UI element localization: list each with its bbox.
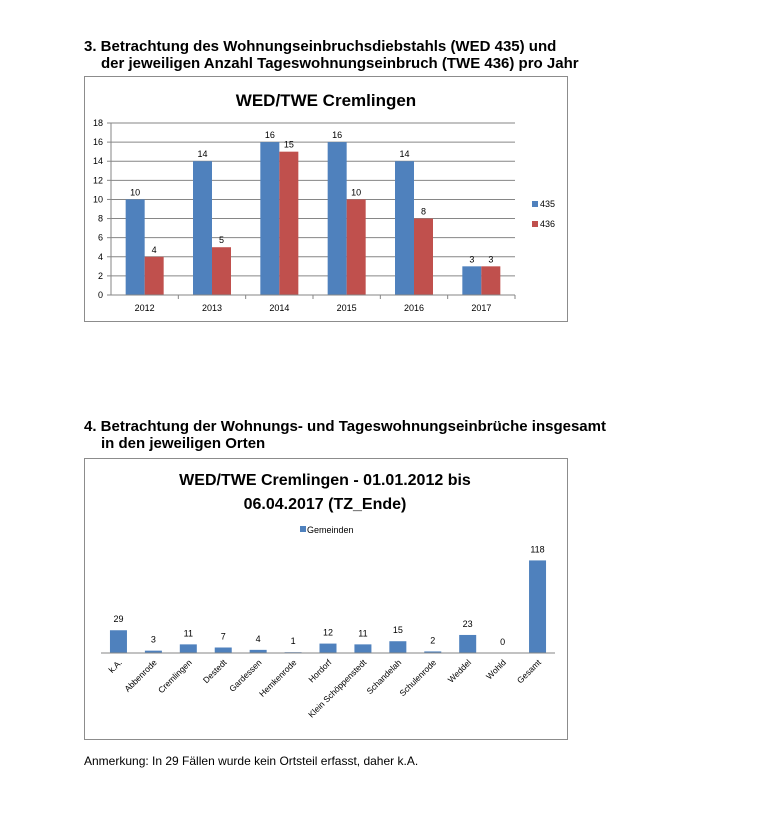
chart-2-data-label: 15 — [393, 625, 403, 635]
chart-2-xtick-label: Klein Schöppenstedt — [306, 657, 369, 720]
chart-2-bar-Gardessen — [249, 649, 267, 653]
chart-1-bar-436-2013 — [212, 247, 231, 295]
chart-1-title: WED/TWE Cremlingen — [236, 91, 416, 110]
chart-2-data-label: 23 — [463, 619, 473, 629]
chart-2-data-label: 0 — [500, 637, 505, 647]
chart-2-bar-Schulenrode — [424, 651, 442, 653]
chart-1-data-label: 14 — [399, 149, 409, 159]
chart-1-legend-swatch — [532, 201, 538, 207]
chart-1-data-label: 16 — [265, 130, 275, 140]
chart-2-data-label: 3 — [151, 635, 156, 645]
chart-1-data-label: 14 — [197, 149, 207, 159]
chart-2-svg: WED/TWE Cremlingen - 01.01.2012 bis 06.0… — [101, 472, 555, 720]
chart-2-title-line1: WED/TWE Cremlingen - 01.01.2012 bis — [179, 472, 471, 489]
chart-1-data-label: 10 — [351, 187, 361, 197]
chart-2-title-line2: 06.04.2017 (TZ_Ende) — [244, 496, 407, 513]
chart-1-bar-435-2013 — [193, 161, 212, 295]
chart-2-legend-label: Gemeinden — [307, 525, 354, 535]
chart-2-xtick-label: Gesamt — [515, 657, 544, 686]
chart-1-data-label: 3 — [469, 254, 474, 264]
chart-1-ytick-label: 2 — [98, 271, 103, 281]
section-4-heading-line1: 4. Betrachtung der Wohnungs- und Tageswo… — [84, 418, 606, 435]
chart-1-bar-435-2017 — [462, 266, 482, 295]
section-3-heading: 3. Betrachtung des Wohnungseinbruchsdieb… — [84, 38, 579, 72]
chart-1-ytick-label: 18 — [93, 118, 103, 128]
chart-1-data-label: 3 — [488, 254, 493, 264]
chart-2-xtick-label: Wohld — [484, 657, 508, 681]
chart-2-bar-Abbenrode — [144, 650, 162, 653]
chart-1-legend-label: 436 — [540, 219, 555, 229]
chart-2-bar-Klein Schöppenstedt — [354, 644, 372, 653]
chart-1-legend-swatch — [532, 221, 538, 227]
section-4-heading-line2: in den jeweiligen Orten — [101, 435, 266, 452]
chart-wed-twe-per-year: WED/TWE Cremlingen 10 4 14 5 16 15 16 10 14 8 3 3 0… — [84, 76, 568, 322]
chart-1-ytick-label: 12 — [93, 175, 103, 185]
chart-2-bar-Schandelah — [389, 641, 407, 653]
chart-1-svg: WED/TWE Cremlingen 10 4 14 5 16 15 16 10 14 8 3 3 0… — [93, 91, 555, 313]
chart-1-bar-435-2016 — [395, 161, 414, 295]
chart-2-bar-k.A. — [109, 630, 127, 653]
footnote: Anmerkung: In 29 Fällen wurde kein Ortst… — [84, 754, 419, 768]
section-3-heading-line2: der jeweiligen Anzahl Tageswohnungseinbr… — [101, 55, 579, 72]
section-4-heading: 4. Betrachtung der Wohnungs- und Tageswo… — [84, 418, 606, 452]
chart-2-data-label: 118 — [530, 544, 544, 554]
chart-1-ytick-label: 8 — [98, 214, 103, 224]
chart-2-xtick-label: Weddel — [446, 657, 473, 684]
chart-1-ytick-label: 4 — [98, 252, 103, 262]
chart-2-xtick-label: Schulenrode — [397, 657, 438, 698]
chart-2-bar-Weddel — [459, 634, 477, 653]
chart-2-xtick-label: Abbenrode — [122, 657, 159, 694]
chart-2-data-label: 12 — [323, 628, 333, 638]
chart-2-data-label: 1 — [291, 636, 296, 646]
chart-1-xtick-label: 2012 — [135, 303, 155, 313]
chart-1-bar-436-2014 — [279, 151, 299, 295]
chart-1-bar-435-2014 — [260, 142, 280, 295]
chart-2-data-label: 7 — [221, 632, 226, 642]
chart-1-data-label: 8 — [421, 207, 426, 217]
chart-2-xtick-label: Hordorf — [306, 657, 334, 685]
chart-2-xtick-label: k.A. — [106, 657, 123, 674]
chart-2-data-label: 11 — [184, 628, 193, 638]
chart-1-bar-435-2015 — [327, 142, 347, 295]
chart-1-data-label: 16 — [332, 130, 342, 140]
chart-1-ytick-label: 6 — [98, 233, 103, 243]
chart-1-ytick-label: 10 — [93, 194, 103, 204]
chart-2-bar-Cremlingen — [179, 644, 197, 653]
chart-2-data-label: 2 — [430, 635, 435, 645]
chart-wed-twe-by-location: WED/TWE Cremlingen - 01.01.2012 bis 06.0… — [84, 458, 568, 740]
chart-2-xtick-label: Destedt — [201, 657, 229, 685]
chart-1-data-label: 5 — [219, 235, 224, 245]
chart-1-xtick-label: 2015 — [337, 303, 357, 313]
chart-2-bar-Gesamt — [529, 560, 547, 653]
chart-2-bar-Hordorf — [319, 643, 337, 653]
chart-1-data-label: 4 — [152, 245, 157, 255]
chart-1-xtick-label: 2014 — [269, 303, 289, 313]
chart-1-ytick-label: 14 — [93, 156, 103, 166]
chart-2-xtick-label: Hemkenrode — [257, 657, 299, 699]
chart-1-bar-436-2016 — [414, 218, 433, 295]
section-3-heading-line1: 3. Betrachtung des Wohnungseinbruchsdieb… — [84, 38, 557, 55]
chart-2-data-label: 29 — [113, 614, 123, 624]
chart-1-bar-435-2012 — [125, 199, 145, 295]
chart-2-data-label: 11 — [358, 628, 367, 638]
chart-2-xtick-label: Gardessen — [227, 657, 264, 694]
chart-2-legend-swatch — [300, 526, 306, 532]
chart-1-bar-436-2017 — [481, 266, 501, 295]
chart-2-xtick-label: Cremlingen — [156, 657, 194, 695]
chart-1-ytick-label: 16 — [93, 137, 103, 147]
chart-2-bar-Destedt — [214, 647, 232, 653]
chart-1-legend-label: 435 — [540, 199, 555, 209]
chart-1-ytick-label: 0 — [98, 290, 103, 300]
chart-1-xtick-label: 2013 — [202, 303, 222, 313]
chart-1-data-label: 15 — [284, 140, 294, 150]
chart-1-data-label: 10 — [130, 187, 140, 197]
chart-1-bar-436-2015 — [346, 199, 366, 295]
chart-1-xtick-label: 2017 — [471, 303, 491, 313]
chart-2-data-label: 4 — [256, 634, 261, 644]
chart-1-bar-436-2012 — [144, 256, 164, 295]
chart-1-xtick-label: 2016 — [404, 303, 424, 313]
